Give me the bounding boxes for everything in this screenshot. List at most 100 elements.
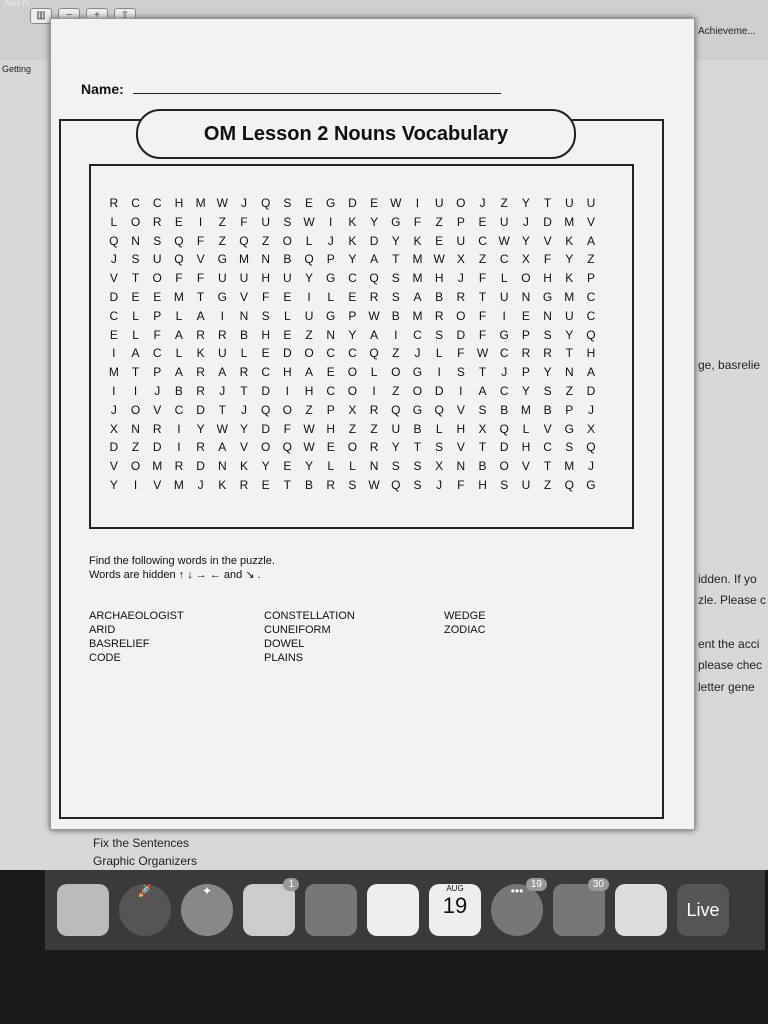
grid-letter: M (195, 196, 206, 210)
grid-letter: I (112, 346, 116, 361)
grid-letter: D (456, 327, 466, 342)
grid-letter: Z (392, 383, 400, 398)
grid-letter: M (564, 289, 575, 304)
grid-letter: Q (174, 252, 184, 267)
grid-letter: S (131, 252, 140, 267)
grid-letter: U (283, 271, 292, 286)
sidebar-toggle-button[interactable]: ▥ (30, 8, 52, 24)
safari-icon[interactable]: ✦ (181, 884, 233, 936)
grid-letter: Z (305, 402, 313, 417)
grid-letter: C (543, 440, 552, 455)
grid-letter: U (521, 477, 531, 492)
grid-letter: Z (500, 196, 508, 210)
bg-text: Add N (4, 0, 30, 8)
bg-text: idden. If yo (698, 572, 757, 586)
grid-letter: Q (260, 196, 271, 210)
word-item: BASRELIEF (89, 638, 150, 650)
bg-link[interactable]: Fix the Sentences (93, 836, 190, 850)
grid-letter: M (173, 477, 184, 492)
grid-letter: T (478, 440, 487, 455)
finder-icon[interactable] (57, 884, 109, 936)
photo-booth-icon[interactable] (615, 884, 667, 936)
messages-icon[interactable]: ••• 19 (491, 878, 547, 936)
grid-letter: I (198, 214, 203, 229)
word-item: ARCHAEOLOGIST (89, 610, 184, 622)
mail-icon[interactable]: 1 (243, 878, 299, 936)
grid-letter: D (261, 421, 270, 436)
word-column: CONSTELLATION CUNEIFORM DOWEL PLAINS (264, 609, 434, 665)
grid-letter: Z (565, 383, 573, 398)
grid-letter: Z (543, 477, 552, 492)
grid-letter: G (391, 214, 401, 229)
bg-text: ge, basrelie (698, 358, 761, 372)
grid-letter: R (434, 308, 444, 323)
bg-link[interactable]: Graphic Organizers (93, 854, 198, 868)
grid-letter: P (565, 402, 574, 417)
grid-letter: L (500, 271, 508, 286)
grid-letter: Y (305, 459, 314, 474)
grid-letter: E (131, 289, 140, 304)
grid-letter: F (543, 252, 552, 267)
grid-letter: U (152, 252, 162, 267)
grid-letter: F (478, 327, 487, 342)
grid-letter: S (261, 308, 270, 323)
grid-letter: C (348, 271, 357, 286)
grid-letter: H (456, 421, 466, 436)
grid-letter: V (586, 214, 595, 229)
badge: 1 (283, 878, 299, 891)
contacts-icon[interactable] (305, 884, 357, 936)
grid-letter: P (326, 402, 335, 417)
grid-letter: I (394, 327, 398, 342)
facetime-icon[interactable]: 30 (553, 878, 609, 936)
grid-letter: N (521, 289, 531, 304)
grid-letter: Y (565, 327, 574, 342)
grid-letter: X (586, 421, 595, 436)
grid-letter: F (457, 346, 465, 361)
grid-letter: O (130, 214, 141, 229)
dock: 🚀 ✦ 1 AUG 19 ••• 19 30 Live (45, 870, 765, 950)
bg-text: zle. Please c (698, 593, 767, 607)
grid-letter: Q (499, 421, 509, 436)
grid-letter: J (436, 477, 443, 492)
grid-letter: O (412, 383, 423, 398)
grid-letter: W (216, 196, 228, 210)
grid-letter: Y (521, 233, 530, 248)
grid-letter: J (587, 459, 594, 474)
grid-letter: B (435, 289, 444, 304)
grid-letter: N (131, 233, 140, 248)
live-app-icon[interactable]: Live (677, 884, 729, 936)
grid-letter: D (196, 402, 205, 417)
grid-letter: D (543, 214, 552, 229)
grid-letter: O (521, 271, 531, 286)
word-item: WEDGE (444, 610, 486, 622)
grid-letter: G (412, 365, 423, 380)
grid-letter: M (412, 271, 423, 286)
launchpad-icon[interactable]: 🚀 (119, 884, 171, 936)
grid-letter: N (261, 252, 270, 267)
grid-letter: I (133, 477, 138, 492)
calendar-day: 19 (442, 893, 468, 918)
grid-letter: L (327, 289, 335, 304)
grid-letter: O (260, 440, 271, 455)
grid-letter: M (108, 365, 119, 380)
grid-letter: T (392, 252, 400, 267)
grid-letter: L (327, 459, 335, 474)
grid-letter: N (369, 459, 379, 474)
grid-letter: V (239, 440, 248, 455)
grid-letter: V (543, 233, 552, 248)
grid-letter: D (196, 459, 205, 474)
grid-letter: K (218, 477, 227, 492)
grid-letter: C (478, 233, 487, 248)
grid-letter: S (543, 383, 552, 398)
grid-letter: B (391, 308, 400, 323)
grid-letter: A (174, 327, 183, 342)
calendar-icon[interactable]: AUG 19 (429, 884, 481, 936)
grid-letter: A (370, 252, 379, 267)
grid-letter: E (370, 196, 379, 210)
grid-letter: S (435, 327, 444, 342)
grid-letter: F (196, 233, 205, 248)
grid-letter: H (283, 365, 292, 380)
notes-icon[interactable] (367, 884, 419, 936)
grid-letter: L (305, 233, 313, 248)
grid-letter: L (435, 346, 443, 361)
